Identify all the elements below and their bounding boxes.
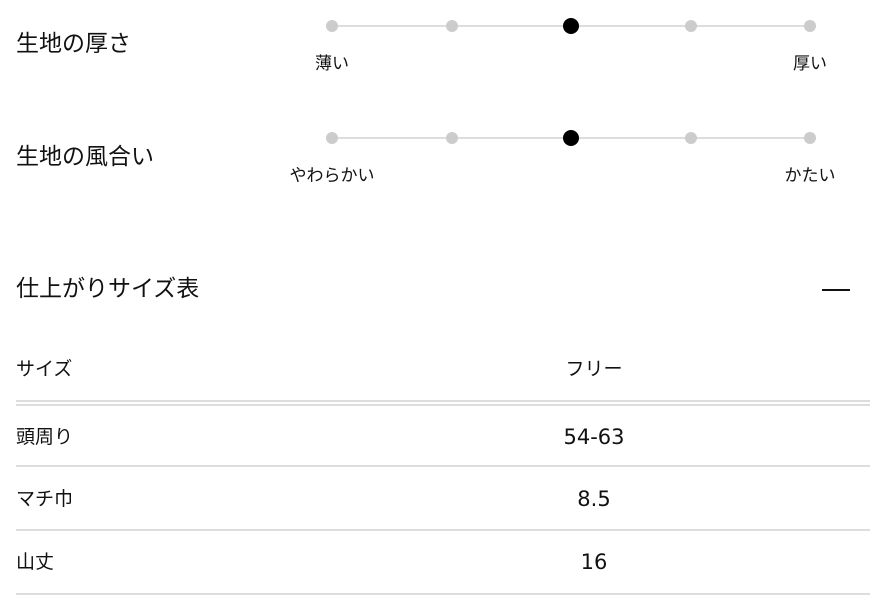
table-row: 頭周り 54-63	[16, 422, 870, 452]
rating-dot	[326, 132, 338, 144]
row-label: 山丈	[16, 551, 55, 573]
table-row: 山丈 16	[16, 547, 870, 577]
divider	[16, 593, 870, 595]
rating-max-label: かたい	[784, 166, 836, 186]
header-value: フリー	[565, 358, 623, 380]
rating-min-label: やわらかい	[289, 166, 375, 186]
rating-title: 生地の厚さ	[16, 31, 131, 57]
rating-title: 生地の風合い	[16, 144, 154, 170]
rating-dot-selected	[563, 130, 579, 146]
rating-max-label: 厚い	[793, 54, 827, 74]
header-label: サイズ	[16, 358, 73, 380]
divider	[16, 529, 870, 531]
divider	[16, 404, 870, 406]
divider	[16, 465, 870, 467]
row-label: マチ巾	[16, 488, 74, 510]
rating-dot	[326, 20, 338, 32]
rating-dot	[684, 20, 697, 32]
rating-dot	[804, 20, 816, 32]
row-value: 54-63	[563, 425, 625, 449]
rating-dot	[684, 132, 697, 144]
rating-dot	[804, 132, 816, 144]
row-label: 頭周り	[16, 426, 74, 448]
row-value: 16	[580, 550, 608, 574]
rating-min-label: 薄い	[315, 54, 349, 74]
row-value: 8.5	[577, 487, 611, 511]
section-title: 仕上がりサイズ表	[16, 276, 200, 302]
minus-icon[interactable]	[822, 289, 850, 291]
rating-dot	[445, 20, 458, 32]
rating-dot	[445, 132, 458, 144]
table-header-row: サイズ フリー	[16, 354, 870, 384]
table-row: マチ巾 8.5	[16, 484, 870, 514]
divider	[16, 400, 870, 402]
rating-dot-selected	[563, 18, 579, 34]
